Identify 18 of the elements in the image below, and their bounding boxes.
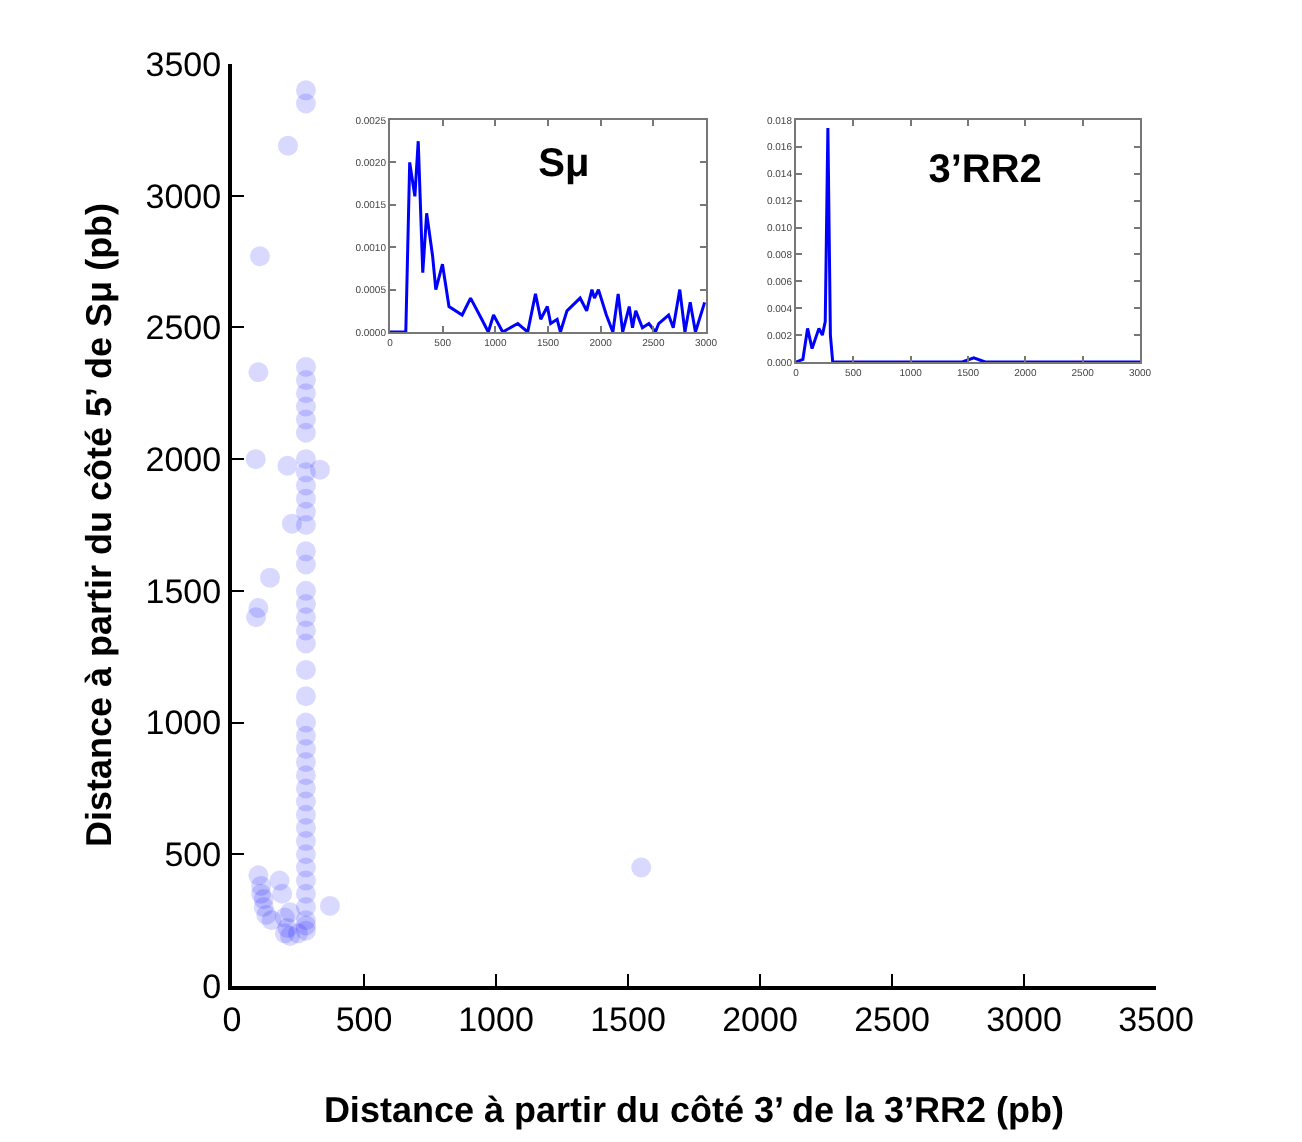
- y-tick-label: 2000: [145, 441, 222, 480]
- text: Sμ: [538, 142, 590, 187]
- y-tick-label: 1500: [145, 572, 222, 611]
- text: 3’RR2: [928, 148, 1042, 193]
- x-tick-label: 1500: [590, 1000, 666, 1039]
- y-tick-label: 500: [164, 836, 222, 875]
- line-series: [390, 139, 706, 332]
- y-axis-title: Distance à partir du côté 5’ de Sμ (pb): [78, 202, 119, 848]
- y-tick-label: 1000: [145, 704, 222, 743]
- line-series: [796, 126, 1140, 362]
- y-tick-label: 0: [202, 967, 222, 1006]
- x-tick-label: 3000: [986, 1000, 1062, 1039]
- y-tick-label: 3500: [145, 45, 222, 84]
- x-tick-label: 2500: [854, 1000, 930, 1039]
- y-tick-label: 3000: [145, 177, 222, 216]
- x-tick-label: 1000: [458, 1000, 534, 1039]
- x-tick-label: 3500: [1118, 1000, 1194, 1039]
- x-axis-title: Distance à partir du côté 3’ de la 3’RR2 (pb): [323, 1090, 1065, 1130]
